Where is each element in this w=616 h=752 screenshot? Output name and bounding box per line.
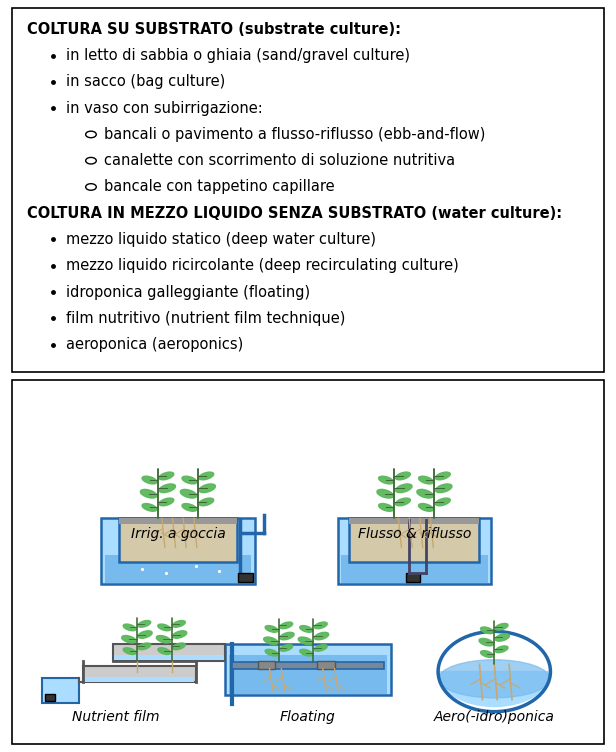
FancyBboxPatch shape [225, 644, 391, 696]
Ellipse shape [172, 620, 185, 627]
Ellipse shape [417, 490, 433, 498]
Ellipse shape [199, 484, 216, 493]
Ellipse shape [123, 624, 136, 631]
Ellipse shape [123, 647, 136, 654]
Text: film nutritivo (nutrient film technique): film nutritivo (nutrient film technique) [65, 311, 345, 326]
Ellipse shape [199, 498, 214, 506]
Text: Nutrient film: Nutrient film [72, 710, 160, 724]
Ellipse shape [158, 624, 171, 631]
Ellipse shape [395, 484, 412, 493]
Text: mezzo liquido statico (deep water culture): mezzo liquido statico (deep water cultur… [65, 232, 376, 247]
Ellipse shape [395, 498, 410, 506]
Ellipse shape [138, 643, 151, 650]
Ellipse shape [265, 649, 278, 656]
FancyBboxPatch shape [12, 380, 604, 744]
Ellipse shape [436, 498, 450, 506]
Ellipse shape [395, 472, 410, 480]
Text: in vaso con subirrigazione:: in vaso con subirrigazione: [65, 101, 262, 116]
FancyBboxPatch shape [349, 518, 479, 524]
FancyBboxPatch shape [45, 694, 55, 701]
Ellipse shape [418, 476, 434, 484]
Ellipse shape [199, 472, 214, 480]
Ellipse shape [436, 484, 452, 493]
Ellipse shape [495, 646, 508, 653]
FancyBboxPatch shape [83, 666, 196, 683]
Ellipse shape [280, 632, 294, 640]
Text: bancali o pavimento a flusso-riflusso (ebb-and-flow): bancali o pavimento a flusso-riflusso (e… [104, 127, 485, 142]
Ellipse shape [158, 647, 171, 654]
Ellipse shape [265, 626, 278, 632]
FancyBboxPatch shape [341, 555, 488, 583]
Text: in sacco (bag culture): in sacco (bag culture) [65, 74, 225, 89]
Ellipse shape [156, 635, 171, 643]
Ellipse shape [182, 504, 197, 511]
Ellipse shape [172, 643, 185, 650]
FancyBboxPatch shape [113, 644, 225, 660]
Text: bancale con tappetino capillare: bancale con tappetino capillare [104, 180, 334, 195]
FancyBboxPatch shape [114, 655, 224, 660]
Ellipse shape [182, 476, 197, 484]
Ellipse shape [142, 504, 157, 511]
FancyBboxPatch shape [42, 678, 79, 702]
Ellipse shape [138, 620, 151, 627]
Ellipse shape [314, 622, 327, 629]
Text: mezzo liquido ricircolante (deep recirculating culture): mezzo liquido ricircolante (deep recircu… [65, 258, 458, 273]
Ellipse shape [140, 490, 157, 498]
Ellipse shape [280, 644, 293, 651]
Text: Floating: Floating [280, 710, 336, 724]
Ellipse shape [377, 490, 394, 498]
FancyBboxPatch shape [405, 573, 420, 582]
Ellipse shape [439, 660, 550, 698]
FancyBboxPatch shape [229, 656, 387, 694]
FancyBboxPatch shape [338, 518, 492, 584]
FancyBboxPatch shape [105, 555, 251, 583]
Ellipse shape [180, 490, 197, 498]
Ellipse shape [280, 622, 293, 629]
Ellipse shape [418, 504, 434, 511]
FancyBboxPatch shape [257, 662, 275, 669]
Text: COLTURA SU SUBSTRATO (substrate culture):: COLTURA SU SUBSTRATO (substrate culture)… [27, 22, 401, 37]
Ellipse shape [122, 635, 136, 643]
Text: COLTURA IN MEZZO LIQUIDO SENZA SUBSTRATO (water culture):: COLTURA IN MEZZO LIQUIDO SENZA SUBSTRATO… [27, 206, 562, 221]
Wedge shape [437, 672, 551, 707]
Ellipse shape [298, 637, 312, 644]
Text: Flusso & riflusso: Flusso & riflusso [358, 527, 471, 541]
FancyBboxPatch shape [238, 573, 253, 582]
Ellipse shape [379, 504, 394, 511]
Ellipse shape [480, 627, 493, 634]
FancyBboxPatch shape [232, 662, 384, 669]
FancyBboxPatch shape [119, 518, 237, 524]
FancyBboxPatch shape [84, 677, 195, 682]
Ellipse shape [142, 476, 157, 484]
FancyBboxPatch shape [12, 8, 604, 372]
Text: canalette con scorrimento di soluzione nutritiva: canalette con scorrimento di soluzione n… [104, 153, 455, 168]
Ellipse shape [379, 476, 394, 484]
Ellipse shape [159, 484, 176, 493]
Ellipse shape [159, 472, 174, 480]
Ellipse shape [480, 650, 493, 657]
FancyBboxPatch shape [317, 662, 334, 669]
Ellipse shape [436, 472, 450, 480]
Ellipse shape [138, 631, 152, 638]
Text: Irrig. a goccia: Irrig. a goccia [131, 527, 225, 541]
Ellipse shape [264, 637, 278, 644]
Ellipse shape [314, 632, 329, 640]
Text: idroponica galleggiante (floating): idroponica galleggiante (floating) [65, 284, 310, 299]
FancyBboxPatch shape [119, 518, 237, 562]
Ellipse shape [172, 631, 187, 638]
Ellipse shape [495, 623, 508, 630]
Ellipse shape [495, 634, 509, 641]
Ellipse shape [300, 626, 313, 632]
Ellipse shape [300, 649, 313, 656]
Text: Aero(-idro)ponica: Aero(-idro)ponica [434, 710, 555, 724]
FancyBboxPatch shape [101, 518, 255, 584]
Ellipse shape [314, 644, 327, 651]
FancyBboxPatch shape [349, 518, 479, 562]
Text: aeroponica (aeroponics): aeroponica (aeroponics) [65, 337, 243, 352]
Ellipse shape [479, 638, 493, 646]
Ellipse shape [159, 498, 174, 506]
Text: in letto di sabbia o ghiaia (sand/gravel culture): in letto di sabbia o ghiaia (sand/gravel… [65, 48, 410, 63]
